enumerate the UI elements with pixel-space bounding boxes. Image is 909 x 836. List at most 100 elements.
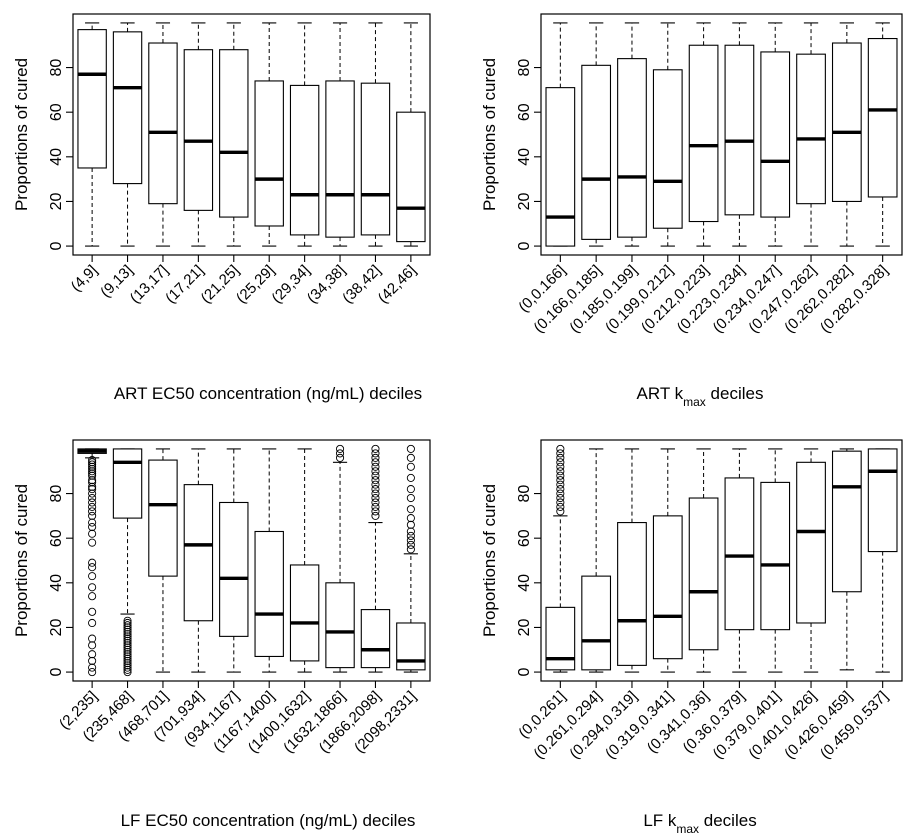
box-7 <box>289 448 320 673</box>
box-1 <box>545 22 576 247</box>
outlier-point <box>88 538 97 547</box>
box-2 <box>581 448 612 673</box>
outlier-point <box>406 473 415 482</box>
y-tick-label: 60 <box>48 529 65 547</box>
box-1 <box>77 448 107 459</box>
outlier-point <box>88 476 97 485</box>
iqr-box <box>617 58 647 238</box>
outlier-point <box>88 522 97 532</box>
box-8 <box>796 22 826 247</box>
x-tick-label: (25,29] <box>233 262 278 307</box>
box-7 <box>760 448 791 673</box>
y-tick-label: 20 <box>516 618 533 636</box>
outlier-point <box>123 650 132 659</box>
box-5 <box>219 448 249 673</box>
outlier-point <box>406 520 415 529</box>
outlier-point <box>88 498 97 507</box>
outlier-point <box>123 659 132 668</box>
box-6 <box>724 448 755 673</box>
outlier-point <box>123 639 132 648</box>
outlier-point <box>556 507 565 516</box>
outlier-point <box>88 493 97 503</box>
iqr-box <box>325 80 355 238</box>
outlier-point <box>556 489 565 498</box>
outlier-point <box>406 505 415 514</box>
iqr-box <box>796 461 826 624</box>
box-2 <box>112 448 143 615</box>
outlier-point <box>88 529 97 538</box>
y-tick-label: 80 <box>516 485 533 503</box>
outlier-point <box>88 458 97 467</box>
outlier-point <box>123 663 132 672</box>
outlier-point <box>406 444 415 453</box>
outlier-point <box>123 630 132 639</box>
iqr-box <box>254 530 284 658</box>
outlier-point <box>371 462 380 471</box>
outlier-point <box>406 536 415 545</box>
outlier-point <box>556 485 565 494</box>
outlier-point <box>123 634 132 643</box>
box-9 <box>831 448 862 671</box>
x-axis-title-subscript: max <box>676 822 699 836</box>
outlier-point <box>371 507 380 516</box>
y-tick-label: 80 <box>516 59 533 77</box>
outlier-point <box>123 621 132 630</box>
iqr-box <box>867 448 898 553</box>
outlier-point <box>556 449 565 458</box>
y-tick-label: 60 <box>516 103 533 121</box>
outlier-point <box>406 485 415 494</box>
outlier-point <box>88 618 97 628</box>
outlier-point <box>123 645 132 654</box>
iqr-box <box>545 87 576 247</box>
y-tick-label: 0 <box>48 668 65 677</box>
outlier-point <box>88 607 97 616</box>
x-axis-title: ART EC50 concentration (ng/mL) deciles <box>114 384 422 403</box>
box-3 <box>148 448 178 673</box>
iqr-box <box>77 29 107 169</box>
box-10 <box>396 553 426 673</box>
y-tick-label: 60 <box>516 529 533 547</box>
outlier-point <box>335 444 345 453</box>
box-3 <box>617 22 647 247</box>
outlier-point <box>371 498 380 507</box>
iqr-box <box>652 515 683 660</box>
iqr-box <box>112 31 143 185</box>
outlier-point <box>371 493 380 503</box>
iqr-box <box>724 477 755 631</box>
iqr-box <box>254 80 284 227</box>
y-tick-label: 40 <box>516 574 533 592</box>
outlier-point <box>371 489 380 498</box>
y-axis-title: Proportions of cured <box>12 484 31 637</box>
iqr-box <box>688 497 719 651</box>
box-6 <box>724 22 755 247</box>
x-tick-label: (42,46] <box>375 262 420 307</box>
y-tick-label: 0 <box>48 242 65 251</box>
outlier-point <box>123 627 132 636</box>
outlier-point <box>88 511 97 520</box>
iqr-box <box>652 69 683 229</box>
outlier-point <box>88 592 97 601</box>
outlier-point <box>556 476 565 485</box>
iqr-box <box>688 44 719 223</box>
iqr-box <box>760 481 791 631</box>
outlier-point <box>335 449 345 458</box>
box-2 <box>112 22 143 247</box>
outlier-point <box>123 647 132 657</box>
outlier-point <box>371 480 380 489</box>
iqr-box <box>724 44 755 216</box>
box-5 <box>688 22 719 247</box>
y-tick-label: 60 <box>48 103 65 121</box>
y-tick-label: 0 <box>516 668 533 677</box>
y-tick-label: 80 <box>48 59 65 77</box>
box-4 <box>652 448 683 673</box>
outlier-point <box>88 563 97 572</box>
box-1 <box>77 22 107 247</box>
outlier-point <box>88 471 97 480</box>
box-8 <box>796 448 826 673</box>
outlier-point <box>123 636 132 645</box>
outlier-point <box>123 665 132 674</box>
